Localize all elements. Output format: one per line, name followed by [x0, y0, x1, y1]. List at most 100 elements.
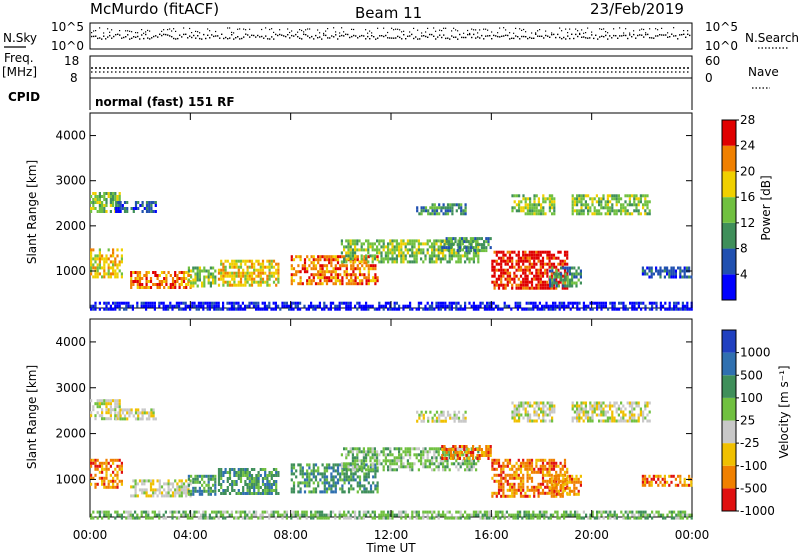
data-cell — [131, 516, 134, 520]
data-cell — [116, 476, 119, 480]
data-cell — [361, 264, 364, 268]
data-cell — [239, 492, 243, 495]
nsky-point — [643, 36, 645, 38]
nsky-point — [555, 36, 557, 39]
data-cell — [303, 270, 307, 274]
data-cell — [187, 489, 190, 493]
data-cell — [330, 258, 333, 262]
data-cell — [515, 283, 518, 287]
data-cell — [339, 478, 342, 482]
data-cell — [433, 203, 436, 207]
data-cell — [448, 307, 451, 311]
data-cell — [475, 304, 478, 308]
data-cell — [573, 483, 576, 487]
data-cell — [552, 461, 556, 465]
data-cell — [506, 268, 509, 272]
data-cell — [367, 248, 370, 252]
data-cell — [158, 304, 161, 308]
data-cell — [567, 304, 570, 308]
data-cell — [663, 269, 666, 273]
data-cell — [524, 259, 527, 263]
data-cell — [152, 271, 155, 274]
data-cell — [138, 488, 142, 492]
data-cell — [582, 410, 585, 414]
data-cell — [253, 486, 256, 489]
data-cell — [446, 242, 449, 246]
data-cell — [365, 304, 368, 308]
data-cell — [200, 304, 203, 308]
data-cell — [109, 399, 112, 403]
data-cell — [323, 478, 326, 482]
data-cell — [517, 253, 520, 257]
data-cell — [620, 197, 623, 201]
data-cell — [103, 272, 106, 276]
data-cell — [548, 470, 551, 474]
data-cell — [169, 301, 172, 305]
data-cell — [272, 259, 276, 263]
data-cell — [266, 474, 269, 477]
data-cell — [206, 301, 209, 305]
data-cell — [387, 459, 390, 463]
data-cell — [114, 402, 117, 406]
data-cell — [112, 301, 115, 305]
data-cell — [250, 301, 253, 305]
data-cell — [553, 275, 556, 279]
nsky-point — [645, 33, 647, 36]
data-cell — [145, 417, 149, 421]
data-cell — [475, 254, 478, 258]
data-cell — [203, 486, 206, 490]
data-cell — [551, 281, 554, 285]
data-cell — [541, 286, 545, 290]
data-cell — [290, 463, 293, 467]
data-cell — [237, 489, 240, 492]
data-cell — [555, 477, 558, 481]
data-cell — [132, 479, 135, 483]
data-cell — [535, 413, 538, 417]
data-cell — [328, 481, 331, 485]
data-cell — [535, 212, 538, 216]
data-cell — [458, 445, 461, 448]
data-cell — [378, 307, 381, 311]
data-cell — [530, 301, 533, 305]
data-cell — [208, 304, 211, 308]
data-cell — [325, 279, 329, 283]
data-cell — [624, 209, 627, 213]
data-cell — [321, 255, 324, 259]
data-cell — [439, 301, 442, 305]
data-cell — [497, 464, 501, 468]
nsky-point — [339, 35, 341, 37]
data-cell — [244, 304, 247, 308]
data-cell — [217, 489, 221, 492]
data-cell — [118, 260, 121, 264]
data-cell — [347, 462, 350, 466]
nsearch-point — [299, 29, 301, 31]
data-cell — [274, 301, 277, 305]
data-cell — [164, 307, 167, 311]
data-cell — [288, 307, 291, 311]
data-cell — [310, 304, 313, 308]
data-cell — [637, 419, 640, 423]
data-cell — [308, 472, 311, 476]
data-cell — [246, 468, 249, 471]
data-cell — [354, 459, 357, 463]
nsearch-point — [521, 29, 523, 31]
data-cell — [152, 210, 155, 213]
data-cell — [566, 476, 569, 480]
data-cell — [441, 457, 444, 460]
data-cell — [500, 274, 503, 278]
data-cell — [163, 271, 166, 274]
nsky-point — [585, 37, 587, 39]
data-cell — [112, 251, 115, 255]
data-cell — [178, 277, 181, 280]
data-cell — [413, 257, 416, 261]
data-cell — [325, 270, 329, 274]
data-cell — [178, 271, 181, 274]
data-cell — [431, 242, 434, 246]
data-cell — [551, 203, 554, 207]
data-cell — [217, 483, 221, 486]
data-cell — [250, 277, 254, 281]
data-cell — [502, 494, 505, 498]
data-cell — [334, 490, 337, 494]
data-cell — [347, 254, 350, 258]
data-cell — [409, 450, 412, 454]
